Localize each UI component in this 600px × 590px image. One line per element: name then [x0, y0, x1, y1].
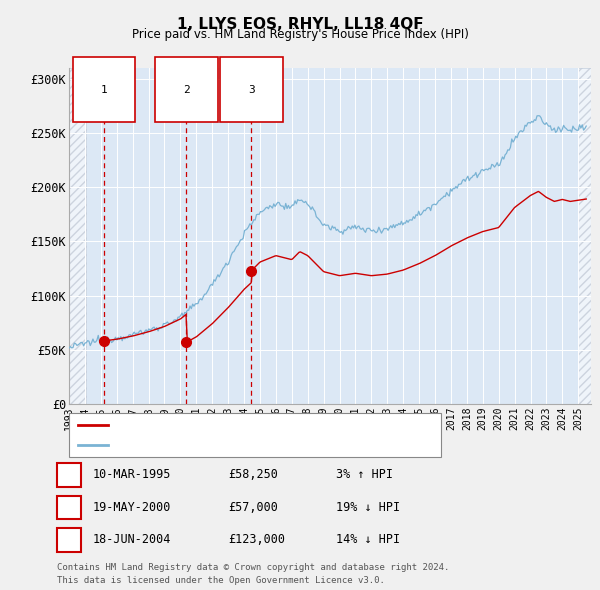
Text: 2: 2: [183, 84, 190, 94]
Bar: [69, 68, 86, 404]
Text: Contains HM Land Registry data © Crown copyright and database right 2024.: Contains HM Land Registry data © Crown c…: [57, 563, 449, 572]
Text: 19-MAY-2000: 19-MAY-2000: [93, 501, 172, 514]
Text: 18-JUN-2004: 18-JUN-2004: [93, 533, 172, 546]
Text: 3: 3: [65, 533, 73, 546]
Text: 14% ↓ HPI: 14% ↓ HPI: [336, 533, 400, 546]
Text: Price paid vs. HM Land Registry's House Price Index (HPI): Price paid vs. HM Land Registry's House …: [131, 28, 469, 41]
Text: 1: 1: [100, 84, 107, 94]
Text: 3: 3: [248, 84, 255, 94]
Text: 10-MAR-1995: 10-MAR-1995: [93, 468, 172, 481]
Text: 19% ↓ HPI: 19% ↓ HPI: [336, 501, 400, 514]
Text: £58,250: £58,250: [228, 468, 278, 481]
Text: £123,000: £123,000: [228, 533, 285, 546]
Text: 1, LLYS EOS, RHYL, LL18 4QF: 1, LLYS EOS, RHYL, LL18 4QF: [176, 17, 424, 31]
Text: 1: 1: [65, 468, 73, 481]
Text: 2: 2: [65, 501, 73, 514]
Text: 3% ↑ HPI: 3% ↑ HPI: [336, 468, 393, 481]
Text: £57,000: £57,000: [228, 501, 278, 514]
Text: This data is licensed under the Open Government Licence v3.0.: This data is licensed under the Open Gov…: [57, 576, 385, 585]
Bar: [578, 68, 591, 404]
Text: HPI: Average price, detached house, Denbighshire: HPI: Average price, detached house, Denb…: [114, 440, 414, 450]
Text: 1, LLYS EOS, RHYL, LL18 4QF (detached house): 1, LLYS EOS, RHYL, LL18 4QF (detached ho…: [114, 421, 389, 430]
